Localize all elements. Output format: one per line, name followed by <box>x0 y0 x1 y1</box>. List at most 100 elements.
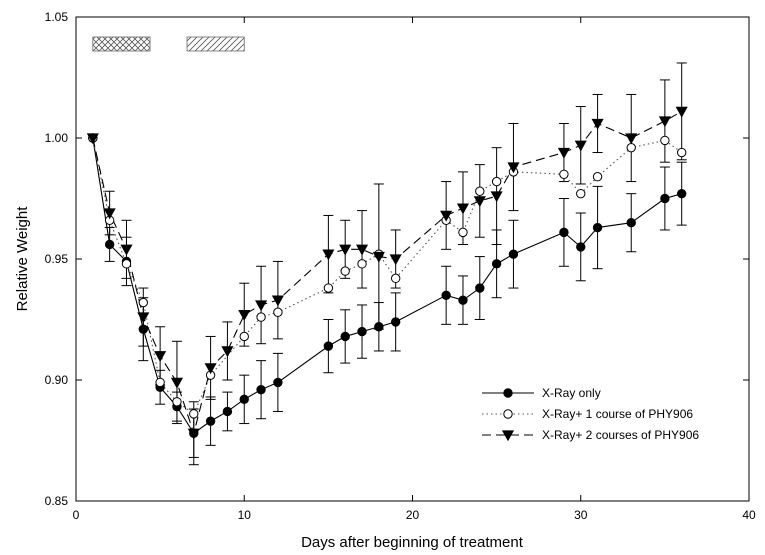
x-tick-label: 30 <box>574 508 588 522</box>
data-point-x-ray-1-course-of-phy906 <box>239 331 249 342</box>
y-tick-label: 0.85 <box>45 494 69 508</box>
data-point-x-ray-only <box>390 317 401 327</box>
data-point-x-ray-1-course-of-phy906 <box>340 266 350 276</box>
data-point-x-ray-only <box>508 249 519 259</box>
data-point-x-ray-only <box>374 322 384 332</box>
data-point-x-ray-2-courses-of-phy906 <box>574 140 587 152</box>
data-point-x-ray-2-courses-of-phy906 <box>625 133 638 145</box>
data-point-x-ray-only <box>677 188 687 199</box>
data-point-x-ray-only <box>458 295 468 305</box>
data-point-x-ray-only <box>626 218 636 228</box>
data-point-x-ray-1-course-of-phy906 <box>121 259 132 269</box>
data-point-x-ray-2-courses-of-phy906 <box>137 312 150 324</box>
data-point-x-ray-2-courses-of-phy906 <box>557 147 570 159</box>
data-point-x-ray-2-courses-of-phy906 <box>675 106 688 118</box>
data-point-x-ray-2-courses-of-phy906 <box>339 244 352 256</box>
data-point-x-ray-2-courses-of-phy906 <box>120 244 133 256</box>
data-point-x-ray-1-course-of-phy906 <box>626 142 636 153</box>
series-lines <box>92 110 683 436</box>
data-point-x-ray-2-courses-of-phy906 <box>86 133 99 145</box>
data-point-x-ray-1-course-of-phy906 <box>475 186 485 196</box>
data-point-x-ray-2-courses-of-phy906 <box>372 251 385 263</box>
data-point-x-ray-1-course-of-phy906 <box>677 147 687 158</box>
data-point-x-ray-2-courses-of-phy906 <box>440 210 453 222</box>
data-point-x-ray-2-courses-of-phy906 <box>389 254 402 266</box>
data-point-x-ray-2-courses-of-phy906 <box>154 351 167 363</box>
x-tick-label: 10 <box>238 508 252 522</box>
y-tick-label: 1.00 <box>45 131 69 145</box>
x-axis-title: Days after beginning of treatment <box>301 534 524 551</box>
data-point-x-ray-only <box>576 242 586 252</box>
data-point-x-ray-only <box>205 416 216 426</box>
data-point-x-ray-only <box>660 193 670 204</box>
x-axis: 0 10 20 30 40 <box>73 17 756 522</box>
treatment-bar-1 <box>92 36 151 52</box>
data-point-x-ray-2-courses-of-phy906 <box>591 118 604 130</box>
series-line-x-ray-only <box>92 137 682 435</box>
legend-marker-x-ray-only <box>503 388 513 398</box>
legend-marker-x-ray-1-course-of-phy906 <box>503 409 513 419</box>
treatment-period-bars <box>92 36 245 52</box>
data-point-x-ray-only <box>340 331 350 342</box>
legend-label-x-ray-2-courses-of-phy906: X-Ray+ 2 courses of PHY906 <box>542 428 699 442</box>
data-point-x-ray-2-courses-of-phy906 <box>456 203 470 215</box>
data-point-x-ray-2-courses-of-phy906 <box>322 249 335 261</box>
legend: X-Ray only X-Ray+ 1 course of PHY906 X-Ray… <box>482 386 699 442</box>
data-point-x-ray-only <box>239 394 249 405</box>
data-point-x-ray-only <box>357 326 367 337</box>
data-point-x-ray-1-course-of-phy906 <box>138 297 149 308</box>
data-point-x-ray-2-courses-of-phy906 <box>355 244 369 256</box>
data-point-x-ray-2-courses-of-phy906 <box>221 346 234 358</box>
data-point-x-ray-1-course-of-phy906 <box>458 227 468 238</box>
data-point-x-ray-1-course-of-phy906 <box>189 409 199 419</box>
data-point-x-ray-2-courses-of-phy906 <box>473 196 486 208</box>
data-point-x-ray-2-courses-of-phy906 <box>103 208 116 220</box>
data-point-x-ray-only <box>104 239 115 250</box>
legend-marker-x-ray-2-courses-of-phy906 <box>501 430 515 442</box>
data-point-x-ray-2-courses-of-phy906 <box>170 377 183 389</box>
data-point-x-ray-2-courses-of-phy906 <box>255 300 268 312</box>
data-point-x-ray-2-courses-of-phy906 <box>271 295 284 307</box>
data-point-x-ray-1-course-of-phy906 <box>155 377 165 388</box>
series-line-x-ray-1-course-of-phy906 <box>92 137 683 415</box>
data-point-x-ray-1-course-of-phy906 <box>576 188 586 199</box>
data-point-x-ray-2-courses-of-phy906 <box>490 191 503 203</box>
data-point-x-ray-1-course-of-phy906 <box>273 307 283 317</box>
series-line-x-ray-2-courses-of-phy906 <box>92 110 682 436</box>
legend-label-x-ray-only: X-Ray only <box>542 386 601 400</box>
data-point-x-ray-1-course-of-phy906 <box>256 312 266 322</box>
data-point-x-ray-2-courses-of-phy906 <box>658 116 671 128</box>
legend-label-x-ray-1-course-of-phy906: X-Ray+ 1 course of PHY906 <box>542 407 693 421</box>
data-point-x-ray-only <box>491 259 502 269</box>
data-point-x-ray-2-courses-of-phy906 <box>507 162 520 174</box>
data-point-x-ray-1-course-of-phy906 <box>592 172 603 182</box>
x-tick-label: 40 <box>742 508 756 522</box>
data-point-x-ray-only <box>273 377 283 388</box>
data-point-x-ray-2-courses-of-phy906 <box>238 310 251 321</box>
data-point-x-ray-only <box>222 406 233 417</box>
data-point-x-ray-1-course-of-phy906 <box>172 397 182 407</box>
data-point-x-ray-only <box>323 341 334 351</box>
data-point-x-ray-only <box>559 227 569 238</box>
data-point-x-ray-1-course-of-phy906 <box>491 176 502 187</box>
data-point-x-ray-1-course-of-phy906 <box>390 273 401 284</box>
data-point-x-ray-1-course-of-phy906 <box>660 135 670 146</box>
y-axis: 0.85 0.90 0.95 1.00 1.05 <box>45 10 749 508</box>
data-point-x-ray-only <box>475 283 485 293</box>
data-point-x-ray-2-courses-of-phy906 <box>204 363 217 375</box>
data-point-x-ray-1-course-of-phy906 <box>559 169 569 180</box>
x-tick-label: 20 <box>406 508 420 522</box>
data-point-x-ray-1-course-of-phy906 <box>357 259 367 269</box>
treatment-bar-2 <box>186 36 245 52</box>
y-axis-title: Relative Weight <box>14 206 31 312</box>
y-tick-label: 0.90 <box>45 373 69 387</box>
data-point-x-ray-only <box>256 384 266 395</box>
data-point-x-ray-1-course-of-phy906 <box>323 283 334 293</box>
data-point-x-ray-only <box>441 290 451 300</box>
x-tick-label: 0 <box>73 508 80 522</box>
data-point-x-ray-only <box>138 324 149 334</box>
series-markers <box>86 106 688 440</box>
y-tick-label: 1.05 <box>45 10 69 24</box>
y-tick-label: 0.95 <box>45 252 69 266</box>
